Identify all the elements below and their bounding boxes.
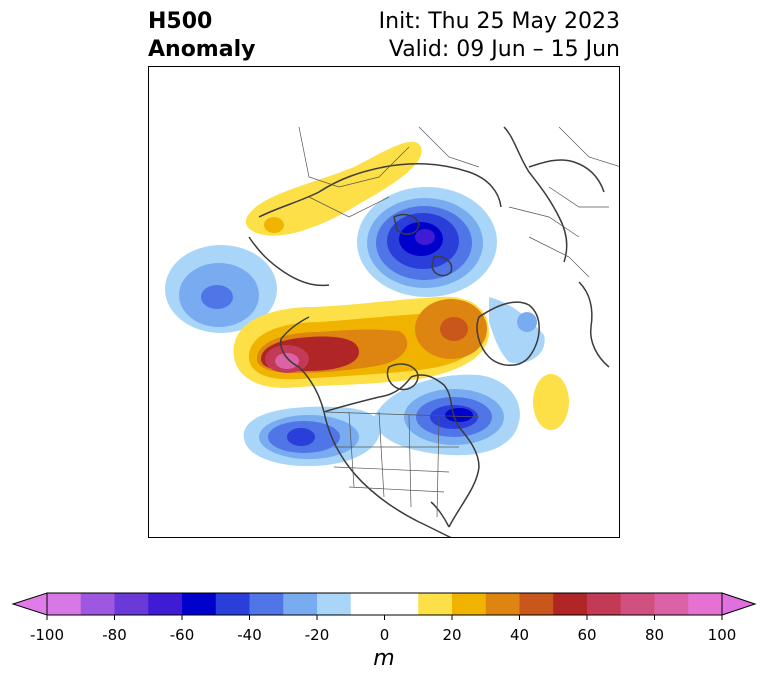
colorbar-segment <box>485 593 520 615</box>
positive-anomaly-siberia <box>245 141 422 236</box>
chart-title-right: Init: Thu 25 May 2023 Valid: 09 Jun – 15… <box>379 8 620 64</box>
init-date: Init: Thu 25 May 2023 <box>378 9 620 34</box>
colorbar-extend-high <box>721 592 757 616</box>
colorbar-segment <box>80 593 115 615</box>
colorbar-tick-label: 100 <box>707 626 737 644</box>
colorbar-ticks <box>46 615 723 620</box>
colorbar-tick-label: 60 <box>577 626 597 644</box>
title-type: Anomaly <box>148 37 256 62</box>
anomaly-contours <box>165 141 569 467</box>
colorbar-segment <box>283 593 318 615</box>
colorbar-tick-label: -20 <box>304 626 330 644</box>
colorbar-segment <box>654 593 689 615</box>
colorbar-tick-label: 80 <box>644 626 665 644</box>
colorbar-tick-label: 20 <box>442 626 462 644</box>
colorbar-segments <box>47 593 723 615</box>
colorbar <box>11 592 757 620</box>
title-variable: H500 <box>148 9 213 34</box>
colorbar-segment <box>519 593 554 615</box>
colorbar-segment <box>418 593 453 615</box>
colorbar-segment <box>317 593 352 615</box>
colorbar-segment <box>553 593 588 615</box>
colorbar-tick-label: 40 <box>509 626 530 644</box>
colorbar-tick-label: -60 <box>169 626 195 644</box>
colorbar-tick-label: -40 <box>237 626 262 644</box>
colorbar-extend-low <box>11 592 48 616</box>
colorbar-segment <box>688 593 723 615</box>
colorbar-tick-label: -100 <box>29 626 65 644</box>
valid-range: Valid: 09 Jun – 15 Jun <box>388 37 620 62</box>
colorbar-segment <box>182 593 217 615</box>
colorbar-segment <box>114 593 149 615</box>
coastlines <box>248 126 610 537</box>
colorbar-segment <box>215 593 250 615</box>
positive-anomaly-atlantic <box>533 374 569 430</box>
colorbar-segment <box>620 593 655 615</box>
map-svg <box>165 126 619 537</box>
colorbar-tick-label: -80 <box>102 626 127 644</box>
anomaly-map <box>148 66 620 538</box>
colorbar-segment <box>47 593 82 615</box>
colorbar-segment <box>148 593 183 615</box>
political-borders <box>298 126 619 518</box>
chart-title-left: H500 Anomaly <box>148 8 255 64</box>
colorbar-segment <box>452 593 487 615</box>
colorbar-segment <box>350 593 419 615</box>
colorbar-unit-label: m <box>373 646 395 671</box>
colorbar-segment <box>587 593 622 615</box>
colorbar-tick-label: 0 <box>379 626 390 644</box>
colorbar-segment <box>249 593 284 615</box>
